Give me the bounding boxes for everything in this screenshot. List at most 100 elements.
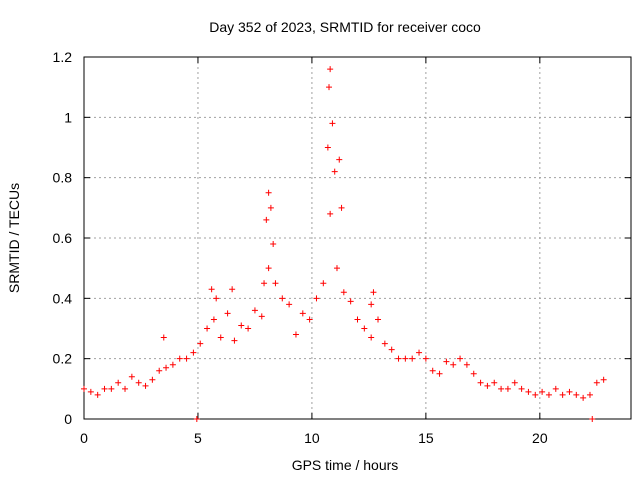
data-point — [299, 310, 306, 317]
data-point — [193, 416, 200, 422]
axis-ticks — [83, 56, 631, 420]
data-point — [128, 373, 135, 380]
data-point — [229, 286, 236, 293]
data-point — [552, 385, 559, 392]
data-point — [169, 361, 176, 368]
data-point — [545, 391, 552, 398]
data-point — [94, 391, 101, 398]
data-point — [450, 361, 457, 368]
data-point — [265, 265, 272, 272]
x-axis-label: GPS time / hours — [292, 457, 399, 473]
data-point — [580, 394, 587, 401]
data-point — [381, 340, 388, 347]
data-point — [340, 289, 347, 296]
data-point — [327, 66, 334, 73]
data-point — [470, 370, 477, 377]
data-point — [270, 241, 277, 248]
data-point — [539, 388, 546, 395]
y-tick-label: 0.6 — [53, 230, 73, 246]
x-tick-labels: 0 5 10 15 20 — [80, 430, 548, 446]
data-point — [263, 216, 270, 223]
x-tick-label: 10 — [304, 430, 320, 446]
y-tick-label: 0 — [64, 411, 72, 427]
data-point — [333, 265, 340, 272]
data-point — [160, 334, 167, 341]
y-tick-label: 0.4 — [53, 290, 73, 306]
data-point — [463, 361, 470, 368]
data-point — [210, 316, 217, 323]
data-point — [457, 355, 464, 362]
y-tick-label: 1 — [64, 109, 72, 125]
data-point — [267, 204, 274, 211]
data-point — [279, 295, 286, 302]
data-point — [600, 376, 607, 383]
data-point — [388, 346, 395, 353]
data-point — [566, 388, 573, 395]
data-point — [593, 379, 600, 386]
data-point — [477, 379, 484, 386]
data-point — [204, 325, 211, 332]
data-point — [272, 280, 279, 287]
data-point — [326, 84, 333, 91]
x-tick-label: 0 — [80, 430, 88, 446]
data-point — [286, 301, 293, 308]
data-point — [156, 367, 163, 374]
data-point — [238, 322, 245, 329]
data-point — [331, 168, 338, 175]
data-point — [149, 376, 156, 383]
chart-title: Day 352 of 2023, SRMTID for receiver coc… — [209, 19, 481, 35]
y-tick-label: 0.2 — [53, 351, 73, 367]
y-axis-label: SRMTID / TECUs — [6, 183, 22, 293]
data-point — [115, 379, 122, 386]
data-point — [436, 370, 443, 377]
data-point — [183, 355, 190, 362]
gridlines — [84, 57, 631, 419]
data-point — [217, 334, 224, 341]
data-point — [87, 388, 94, 395]
data-point — [368, 301, 375, 308]
data-point — [231, 337, 238, 344]
data-point — [313, 295, 320, 302]
data-point — [416, 349, 423, 356]
x-tick-label: 5 — [194, 430, 202, 446]
data-point — [422, 355, 429, 362]
data-point — [81, 385, 87, 392]
data-point — [573, 391, 580, 398]
data-point — [329, 120, 336, 127]
data-point — [336, 156, 343, 163]
data-point — [135, 379, 142, 386]
data-point — [429, 367, 436, 374]
data-point — [395, 355, 402, 362]
data-point — [251, 307, 258, 314]
data-point — [498, 385, 505, 392]
data-point — [245, 325, 252, 332]
data-point — [443, 358, 450, 365]
data-point — [292, 331, 299, 338]
data-point — [208, 286, 215, 293]
data-point — [122, 385, 129, 392]
data-point — [261, 280, 268, 287]
data-point — [518, 385, 525, 392]
data-point — [108, 385, 115, 392]
data-point — [142, 382, 149, 389]
data-point — [504, 385, 511, 392]
data-point — [586, 391, 593, 398]
data-point — [491, 379, 498, 386]
data-point — [163, 364, 170, 371]
data-point — [589, 416, 596, 422]
data-point — [361, 325, 368, 332]
data-point — [258, 313, 265, 320]
data-point — [338, 204, 345, 211]
data-point — [354, 316, 361, 323]
data-point — [370, 289, 377, 296]
x-tick-label: 15 — [418, 430, 434, 446]
data-point — [532, 391, 539, 398]
data-point — [306, 316, 313, 323]
data-point — [324, 144, 331, 151]
data-point — [197, 340, 204, 347]
data-point — [559, 391, 566, 398]
data-point — [402, 355, 409, 362]
data-point — [368, 334, 375, 341]
data-point — [525, 388, 532, 395]
